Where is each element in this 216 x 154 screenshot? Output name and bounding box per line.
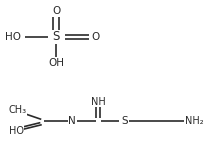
Text: N: N: [68, 116, 76, 126]
Text: O: O: [91, 32, 99, 42]
Text: O: O: [52, 6, 60, 16]
Text: NH₂: NH₂: [185, 116, 204, 126]
Text: S: S: [52, 30, 60, 43]
Text: S: S: [121, 116, 127, 126]
Text: OH: OH: [48, 58, 64, 68]
Text: CH₃: CH₃: [8, 105, 26, 115]
Text: HO: HO: [5, 32, 21, 42]
Text: NH: NH: [91, 97, 106, 107]
Text: HO: HO: [9, 126, 24, 136]
